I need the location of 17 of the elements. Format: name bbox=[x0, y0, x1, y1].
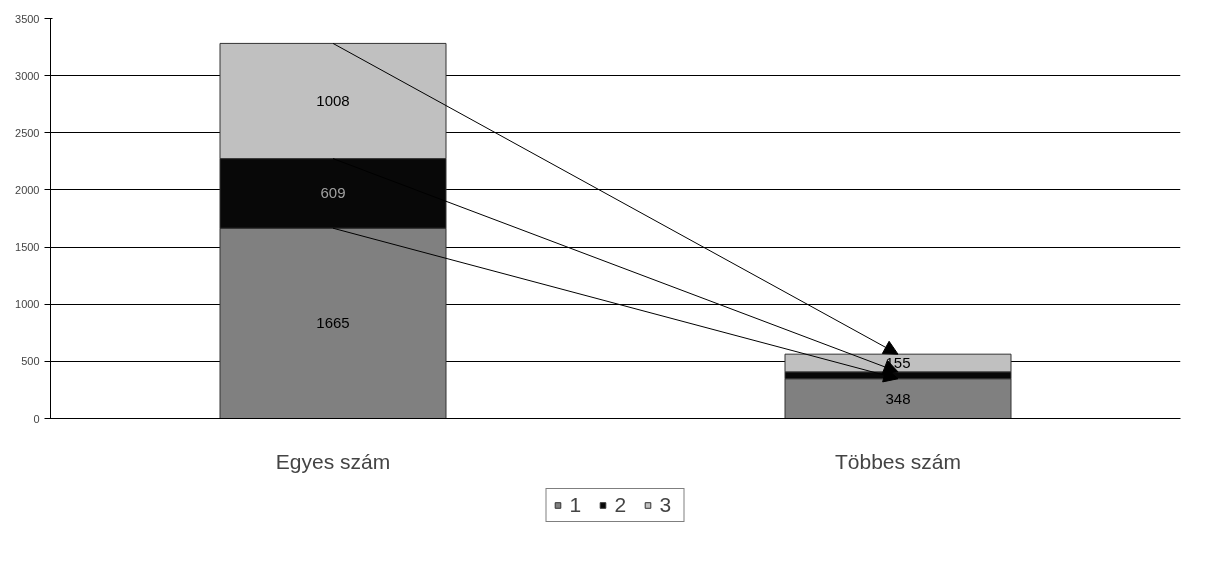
y-tick-label: 0 bbox=[33, 412, 40, 425]
y-tick-label: 2000 bbox=[15, 183, 40, 196]
y-tick-label: 3000 bbox=[15, 69, 40, 82]
data-label: 348 bbox=[885, 389, 911, 407]
y-tick-label: 2500 bbox=[15, 126, 40, 139]
legend-label: 3 bbox=[659, 493, 673, 517]
data-label: 1665 bbox=[316, 314, 350, 332]
y-tick-label: 3500 bbox=[15, 12, 40, 25]
legend-label: 1 bbox=[569, 493, 583, 517]
x-tick-label: Egyes szám bbox=[275, 449, 391, 473]
x-tick-label: Többes szám bbox=[834, 449, 962, 473]
y-tick-label: 1500 bbox=[15, 241, 40, 254]
data-label: 609 bbox=[320, 184, 346, 202]
data-label: 1008 bbox=[316, 92, 350, 110]
y-tick-label: 1000 bbox=[15, 298, 40, 311]
y-tick-label: 500 bbox=[21, 355, 40, 368]
legend-label: 2 bbox=[614, 493, 628, 517]
